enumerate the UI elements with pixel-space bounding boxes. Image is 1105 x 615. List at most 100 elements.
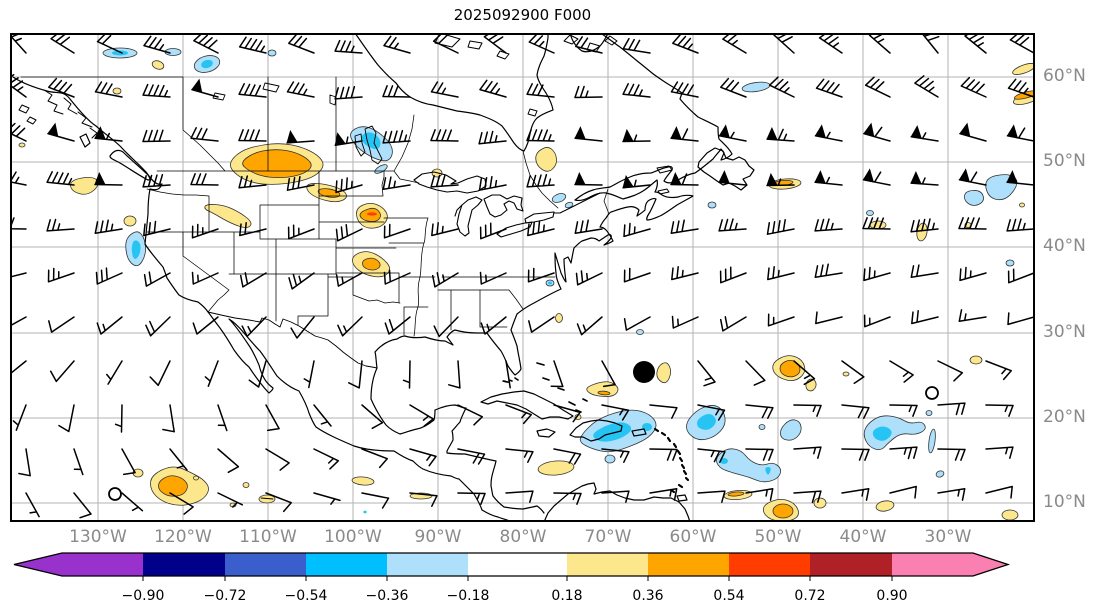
wind-barb — [910, 218, 939, 233]
wind-barb — [162, 404, 175, 433]
wind-barb — [985, 360, 1012, 381]
wind-barb — [191, 88, 219, 98]
wind-barb — [73, 492, 92, 519]
wind-barb — [47, 132, 75, 142]
wind-barb — [958, 171, 987, 186]
wind-barb — [10, 120, 27, 142]
wind-barb — [313, 404, 332, 427]
wind-barb — [697, 404, 726, 421]
wind-barb — [574, 137, 603, 142]
wind-barb — [286, 140, 315, 144]
wind-barb — [959, 132, 987, 142]
wind-barb — [334, 39, 363, 54]
wind-barb — [432, 33, 459, 54]
wind-barb — [1007, 312, 1035, 326]
colorbar-segment — [729, 553, 810, 576]
wind-barb — [745, 360, 766, 386]
wind-barb — [937, 402, 966, 416]
wind-barb — [433, 316, 459, 338]
x-tick-label: 60°W — [669, 527, 717, 547]
wind-barb — [889, 360, 914, 383]
wind-barb — [204, 360, 219, 387]
wind-barb — [1006, 218, 1035, 232]
wind-barb-pennant — [910, 170, 922, 185]
wind-barb — [911, 310, 939, 325]
wind-barb — [601, 490, 630, 503]
wind-barb — [601, 404, 630, 421]
wind-barb — [671, 315, 699, 329]
wind-barb — [505, 404, 532, 425]
colorbar-segment — [810, 553, 892, 576]
wind-barb — [383, 223, 411, 239]
wind-barb — [382, 176, 411, 190]
wind-barb — [96, 316, 123, 335]
wind-barb — [910, 132, 939, 142]
wind-barb — [697, 360, 716, 387]
coastline-central-america — [399, 404, 545, 514]
coastline-alaska-fjords — [18, 89, 98, 139]
coastline-ungava — [569, 33, 609, 53]
wind-barb — [574, 85, 603, 99]
wind-barb — [303, 360, 315, 389]
wind-barb — [430, 129, 459, 142]
colorbar-segment — [567, 553, 648, 576]
colorbar-tick-label: 0.18 — [551, 588, 582, 604]
wind-barb — [718, 218, 747, 232]
wind-barb — [553, 448, 582, 465]
wind-barb — [766, 218, 795, 235]
wind-barb — [265, 404, 280, 432]
wind-barb — [910, 177, 939, 186]
colorbar-tick-label: −0.36 — [366, 588, 409, 604]
anomaly-patch — [604, 454, 616, 464]
wind-barb — [914, 75, 939, 98]
wind-barb — [574, 183, 603, 186]
wind-barb — [722, 33, 747, 54]
wind-barb — [814, 218, 843, 232]
wind-barb — [149, 360, 171, 387]
anomaly-patch — [123, 215, 137, 227]
wind-barb — [841, 488, 870, 501]
wind-barb — [479, 271, 507, 285]
wind-barb — [814, 176, 843, 186]
wind-barb — [334, 85, 363, 100]
wind-barb — [457, 404, 484, 426]
wind-barb — [526, 173, 555, 188]
anomaly-patch — [317, 188, 341, 198]
anomaly-patch — [1012, 63, 1035, 75]
wind-barb — [143, 271, 171, 287]
y-tick-label: 60°N — [1043, 66, 1086, 86]
wind-barb — [719, 266, 747, 284]
wind-barb — [337, 316, 363, 337]
wind-barb — [94, 81, 123, 98]
wind-barb-pennant — [670, 126, 682, 140]
wind-barb — [528, 33, 555, 54]
wind-barb — [527, 267, 555, 283]
wind-barb — [265, 492, 292, 513]
wind-barb — [106, 360, 123, 385]
wind-barb — [431, 222, 459, 237]
colorbar-segment — [143, 553, 225, 576]
anomaly-patch — [872, 426, 892, 441]
wind-barb — [863, 314, 891, 328]
colorbar-tick-label: 0.36 — [632, 588, 663, 604]
wind-barb — [169, 448, 188, 471]
anomaly-patch — [112, 50, 128, 56]
wind-barb — [863, 266, 891, 282]
x-tick-label: 90°W — [414, 527, 462, 547]
wind-barb — [720, 77, 747, 98]
coastline-anticosti-pei — [656, 165, 673, 195]
wind-barb — [575, 270, 603, 286]
anomaly-patch — [374, 164, 388, 174]
anomaly-patch — [642, 423, 652, 431]
wind-barb — [766, 178, 795, 187]
coastline-south-america — [543, 482, 691, 522]
storm-markers — [108, 361, 939, 501]
wind-barb — [25, 492, 40, 518]
wind-barb — [964, 33, 987, 54]
wind-barb — [238, 129, 267, 142]
anomaly-patch — [363, 510, 367, 514]
colorbar-tick-label: 0.72 — [794, 588, 825, 604]
wind-barb — [143, 35, 171, 54]
wind-barb — [479, 79, 507, 98]
open-circle-marker — [925, 386, 939, 400]
